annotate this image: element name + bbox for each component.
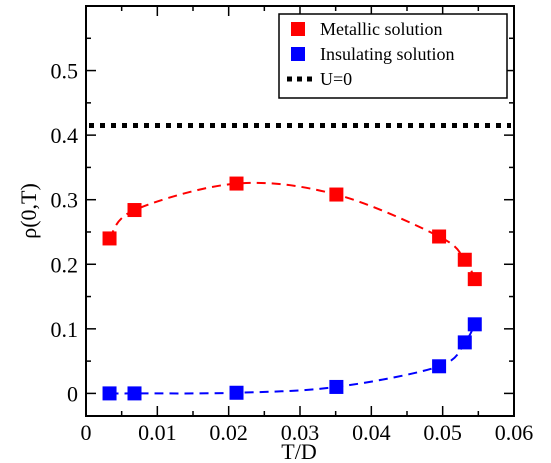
data-point-s1-5 (457, 335, 472, 350)
legend-label-insulating: Insulating solution (320, 44, 455, 64)
y-tick-label: 0.2 (51, 252, 79, 277)
series-line-0 (108, 181, 476, 280)
legend-marker-insulating (291, 47, 305, 61)
x-tick-label: 0.04 (352, 420, 391, 445)
x-tick-label: 0.02 (209, 420, 248, 445)
data-point-s1-4 (432, 359, 447, 374)
y-tick-label: 0 (67, 381, 78, 406)
series-curves (89, 122, 511, 395)
x-tick-label: 0.03 (281, 420, 320, 445)
x-tick-label: 0.06 (495, 420, 534, 445)
legend-label-u0: U=0 (320, 69, 352, 89)
legend-marker-metallic (291, 22, 305, 36)
data-point-s1-6 (467, 317, 482, 332)
y-tick-label: 0.4 (51, 123, 79, 148)
legend: Metallic solution Insulating solution U=… (278, 13, 508, 99)
series-markers (102, 176, 482, 401)
data-point-s0-1 (127, 203, 142, 218)
y-axis-label: ρ(0,T) (16, 183, 41, 239)
legend-box (278, 13, 508, 99)
data-point-s1-0 (102, 386, 117, 401)
x-tick-label: 0 (81, 420, 92, 445)
y-tick-label: 0.3 (51, 188, 79, 213)
y-tick-label: 0.1 (51, 317, 79, 342)
data-point-s0-5 (457, 252, 472, 267)
x-tick-label: 0.05 (423, 420, 462, 445)
legend-label-metallic: Metallic solution (320, 19, 442, 39)
x-tick-label: 0.01 (138, 420, 177, 445)
axis-tick-labels: 0 0.01 0.02 0.03 0.04 0.05 0.06 0 0.1 0.2 0.3 0.4 0.… (51, 59, 534, 445)
x-axis-label: T/D (281, 439, 316, 463)
data-point-s1-2 (229, 385, 244, 400)
data-point-s0-6 (467, 272, 482, 287)
data-point-s0-4 (432, 229, 447, 244)
data-point-s0-3 (329, 187, 344, 202)
axis-ticks (85, 6, 515, 416)
data-point-s1-3 (329, 379, 344, 394)
y-tick-label: 0.5 (51, 59, 79, 84)
data-point-s1-1 (127, 386, 142, 401)
series-line-1 (109, 323, 476, 395)
data-point-s0-0 (102, 231, 117, 246)
data-point-s0-2 (229, 176, 244, 191)
